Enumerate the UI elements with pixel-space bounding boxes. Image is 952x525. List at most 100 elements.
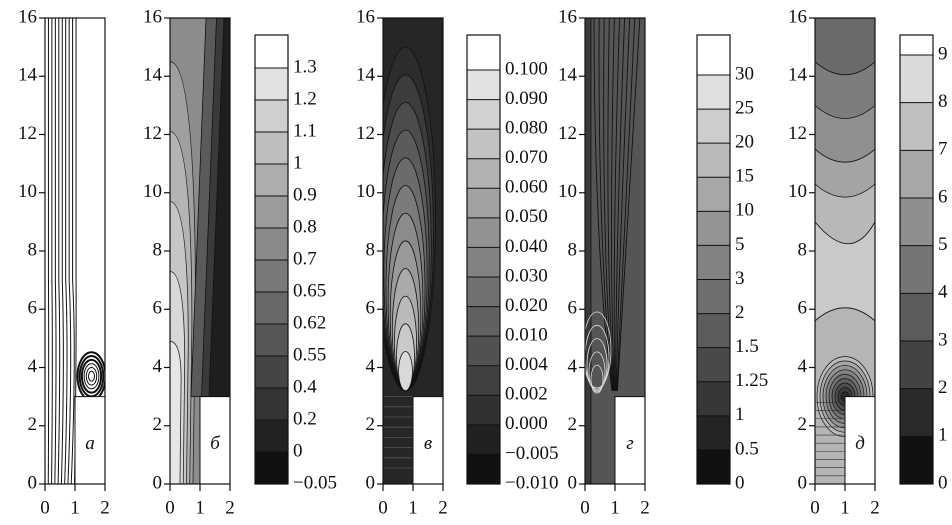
y-tick-label: 12 bbox=[558, 123, 577, 144]
colorbar-label: 3 bbox=[938, 329, 948, 350]
colorbar-label: 0.070 bbox=[505, 147, 548, 168]
contour-line bbox=[616, 18, 641, 391]
streamline bbox=[70, 18, 75, 484]
colorbar-cell bbox=[697, 245, 730, 280]
y-tick-label: 2 bbox=[798, 414, 808, 435]
colorbar-label: 0.080 bbox=[505, 118, 548, 139]
colorbar-cell bbox=[900, 198, 933, 246]
colorbar-label: 20 bbox=[735, 132, 754, 153]
colorbar-cell bbox=[467, 70, 500, 100]
colorbar-label: 1.3 bbox=[293, 56, 317, 77]
colorbar-label: 5 bbox=[735, 234, 745, 255]
colorbar-cell bbox=[697, 143, 730, 178]
colorbar-label: 7 bbox=[938, 139, 948, 160]
vortex-line bbox=[88, 370, 95, 382]
contour-line bbox=[611, 18, 615, 391]
streamline bbox=[60, 18, 64, 484]
y-tick-label: 10 bbox=[558, 181, 577, 202]
colorbar-label: 0.040 bbox=[505, 236, 548, 257]
colorbar-label: 0.004 bbox=[505, 354, 548, 375]
x-tick-label: 1 bbox=[408, 497, 418, 518]
colorbar-label: 3 bbox=[735, 268, 745, 289]
colorbar-cell bbox=[697, 415, 730, 450]
colorbar-cell bbox=[467, 217, 500, 248]
y-tick-label: 0 bbox=[366, 472, 376, 493]
colorbar-cell bbox=[255, 260, 288, 292]
colorbar-cell bbox=[697, 313, 730, 348]
colorbar-label: −0.005 bbox=[505, 443, 558, 464]
contour-line bbox=[607, 18, 615, 391]
colorbar-cell bbox=[697, 347, 730, 382]
colorbar-label: 2 bbox=[938, 377, 948, 398]
colorbar-cell bbox=[467, 395, 500, 425]
contour-line bbox=[593, 18, 613, 391]
colorbar-cell bbox=[467, 336, 500, 366]
colorbar-cell bbox=[900, 55, 933, 103]
x-tick-label: 2 bbox=[640, 497, 650, 518]
y-tick-label: 10 bbox=[143, 181, 162, 202]
colorbar-label: 0.7 bbox=[293, 248, 317, 269]
colorbar-cell bbox=[900, 245, 933, 294]
streamline bbox=[54, 18, 57, 484]
colorbar-cell bbox=[255, 196, 288, 228]
y-tick-label: 2 bbox=[153, 414, 163, 435]
vortex-line bbox=[85, 366, 98, 386]
colorbar-cell bbox=[467, 99, 500, 130]
y-tick-label: 2 bbox=[568, 414, 578, 435]
y-tick-label: 4 bbox=[153, 356, 163, 377]
colorbar-label: 0.62 bbox=[293, 312, 326, 333]
y-tick-label: 16 bbox=[558, 6, 577, 27]
y-tick-label: 6 bbox=[153, 298, 163, 319]
colorbar-label: 0.060 bbox=[505, 177, 548, 198]
y-tick-label: 4 bbox=[28, 356, 38, 377]
colorbar-cell bbox=[467, 129, 500, 159]
colorbar-label: 0.020 bbox=[505, 295, 548, 316]
colorbar-cell bbox=[697, 449, 730, 484]
colorbar-cell bbox=[467, 306, 500, 337]
colorbar-label: −0.05 bbox=[293, 472, 337, 493]
x-tick-label: 1 bbox=[840, 497, 850, 518]
x-tick-label: 1 bbox=[195, 497, 205, 518]
y-tick-label: 0 bbox=[798, 472, 808, 493]
colorbar-cell bbox=[697, 75, 730, 110]
colorbar-label: 30 bbox=[735, 63, 754, 84]
contour-line bbox=[616, 18, 636, 391]
y-tick-label: 4 bbox=[568, 356, 578, 377]
colorbar-cell bbox=[255, 132, 288, 164]
colorbar-cell bbox=[697, 177, 730, 212]
colorbar-cell bbox=[900, 341, 933, 389]
y-tick-label: 12 bbox=[356, 123, 375, 144]
colorbar-label: 0.55 bbox=[293, 344, 326, 365]
y-tick-label: 12 bbox=[788, 123, 807, 144]
y-tick-label: 8 bbox=[568, 239, 578, 260]
x-tick-label: 0 bbox=[378, 497, 388, 518]
panel-label: г bbox=[626, 433, 633, 454]
colorbar-cell bbox=[900, 102, 933, 151]
contour-line bbox=[615, 18, 631, 391]
x-tick-label: 2 bbox=[225, 497, 235, 518]
colorbar-label: 1.5 bbox=[735, 336, 759, 357]
colorbar-label: 1.1 bbox=[293, 120, 317, 141]
colorbar-label: 9 bbox=[938, 43, 948, 64]
colorbar-label: 0.002 bbox=[505, 384, 548, 405]
y-tick-label: 14 bbox=[788, 65, 808, 86]
y-tick-label: 6 bbox=[28, 298, 38, 319]
streamline bbox=[64, 18, 68, 484]
y-tick-label: 0 bbox=[153, 472, 163, 493]
contour-line bbox=[585, 311, 612, 389]
contour-line bbox=[613, 18, 620, 391]
panel-label: а bbox=[85, 433, 95, 454]
x-tick-label: 0 bbox=[40, 497, 50, 518]
colorbar-label: 0 bbox=[293, 440, 303, 461]
colorbar-label: 0 bbox=[938, 472, 948, 493]
colorbar-label: 0.030 bbox=[505, 265, 548, 286]
y-tick-label: 6 bbox=[798, 298, 808, 319]
y-tick-label: 6 bbox=[568, 298, 578, 319]
panel-label: в bbox=[424, 433, 432, 454]
colorbar-cell bbox=[255, 324, 288, 356]
x-tick-label: 1 bbox=[70, 497, 80, 518]
colorbar-label: 0.8 bbox=[293, 216, 317, 237]
y-tick-label: 8 bbox=[28, 239, 38, 260]
x-tick-label: 0 bbox=[580, 497, 590, 518]
colorbar-cell bbox=[900, 293, 933, 341]
